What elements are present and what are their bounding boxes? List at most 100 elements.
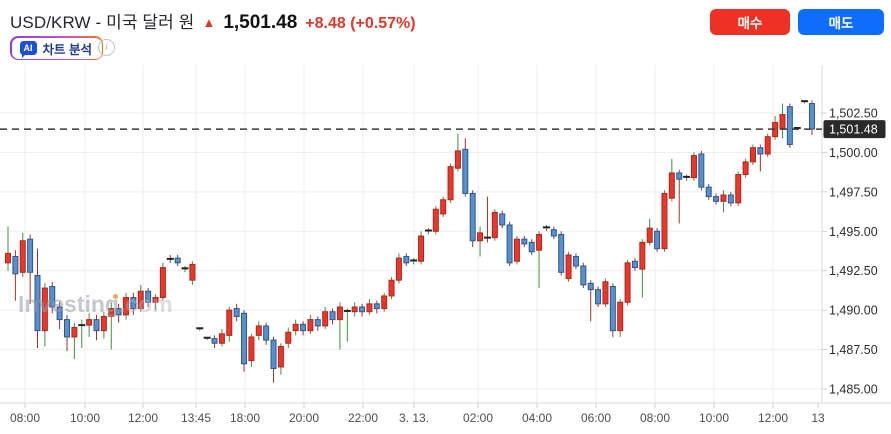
candle-body [395, 257, 402, 281]
x-tick-label: 08:00 [640, 411, 670, 425]
candle-body [764, 136, 771, 155]
candle-body [786, 106, 793, 146]
candle-body [152, 297, 159, 303]
buy-button[interactable]: 매수 [710, 9, 790, 35]
doji-dash [683, 175, 691, 178]
ai-chart-analysis-button[interactable]: AI 차트 분석 [10, 36, 104, 60]
doji-dash [203, 336, 211, 339]
watermark-orange-dot-icon [113, 294, 118, 299]
y-tick-label: 1,500.00 [829, 146, 878, 160]
candle-body [432, 208, 439, 232]
x-tick-label: 10:00 [70, 411, 100, 425]
x-tick-label: 02:00 [463, 411, 493, 425]
candle-body [521, 238, 528, 245]
x-tick-label: 20:00 [289, 411, 319, 425]
current-price-badge [823, 120, 886, 139]
watermark-brand: Investing [18, 291, 119, 317]
candle-body [749, 147, 756, 163]
x-tick-label: 06:00 [581, 411, 611, 425]
candle-body [491, 211, 498, 239]
candle-body [174, 257, 181, 264]
candle-body [727, 194, 734, 204]
candle-body [587, 282, 594, 291]
candle-body [469, 192, 476, 242]
candle-body [130, 297, 137, 310]
candle-body [218, 333, 225, 344]
candle-body [617, 301, 624, 332]
x-tick-label: 10:00 [699, 411, 729, 425]
candle-body [307, 319, 314, 332]
candle-body [572, 256, 579, 267]
doji-dash [410, 259, 418, 262]
candle-body [462, 148, 469, 194]
candle-body [71, 326, 78, 338]
x-tick-label: 12:00 [758, 411, 788, 425]
candle-body [12, 256, 19, 275]
candle-body [159, 267, 166, 299]
candle-body [115, 308, 122, 316]
ai-button-label: 차트 분석 [42, 42, 92, 57]
candle-body [558, 233, 565, 273]
candle-body [270, 339, 277, 370]
candle-body [64, 319, 71, 338]
last-price: 1,501.48 [223, 12, 298, 33]
candle-body [735, 174, 742, 204]
candle-body [499, 213, 506, 226]
candle-body [631, 260, 638, 269]
doji-dash [424, 229, 432, 232]
candle-body [123, 297, 130, 316]
candle-body [300, 323, 307, 332]
y-tick-label: 1,492.50 [829, 264, 878, 278]
candle-body [285, 331, 292, 344]
doji-dash [483, 236, 491, 239]
candle-body [241, 312, 248, 365]
candle-body [314, 319, 321, 327]
investing-watermark: Investing.com [18, 293, 173, 316]
candle-body [418, 235, 425, 262]
candle-body [329, 311, 336, 321]
candle-body [108, 308, 115, 317]
info-icon[interactable]: i [98, 39, 115, 56]
x-tick-label: 12:00 [128, 411, 158, 425]
candle-body [5, 252, 11, 264]
candle-body [56, 306, 63, 321]
y-tick-label: 1,490.00 [829, 304, 878, 318]
candle-body [690, 155, 697, 179]
candle-body [646, 227, 653, 243]
candle-body [440, 199, 447, 215]
x-tick-label: 13:45 [181, 411, 211, 425]
x-tick-label: 18:00 [230, 411, 260, 425]
x-tick-label: 3. 13. [399, 411, 429, 425]
candle-body [661, 192, 668, 250]
candle-body [49, 285, 56, 308]
candle-body [668, 172, 675, 199]
candle-body [454, 150, 461, 169]
candle-body [580, 265, 587, 286]
x-tick-label: 04:00 [522, 411, 552, 425]
candle-body [624, 262, 631, 303]
candle-body [403, 256, 410, 264]
sell-button[interactable]: 매도 [798, 9, 884, 35]
y-tick-label: 1,497.50 [829, 185, 878, 199]
candle-body [506, 224, 513, 264]
candle-body [536, 233, 543, 251]
price-change: +8.48 (+0.57%) [305, 15, 416, 32]
candle-body [100, 315, 107, 332]
candle-body [550, 229, 557, 237]
candle-body [93, 319, 100, 332]
candle-body [808, 103, 815, 130]
candle-body [86, 319, 93, 326]
candle-body [705, 186, 712, 198]
candle-body [189, 263, 196, 281]
price-up-arrow-icon: ▲ [202, 15, 216, 30]
ai-icon: AI [19, 41, 37, 58]
x-tick-label: 22:00 [348, 411, 378, 425]
candle-body [351, 306, 358, 313]
candle-body [477, 232, 484, 242]
candle-body [595, 289, 602, 305]
candle-body [27, 238, 34, 273]
instrument-title: USD/KRW - 미국 달러 원 [10, 13, 195, 32]
doji-dash [343, 309, 351, 312]
candle-body [263, 325, 270, 341]
